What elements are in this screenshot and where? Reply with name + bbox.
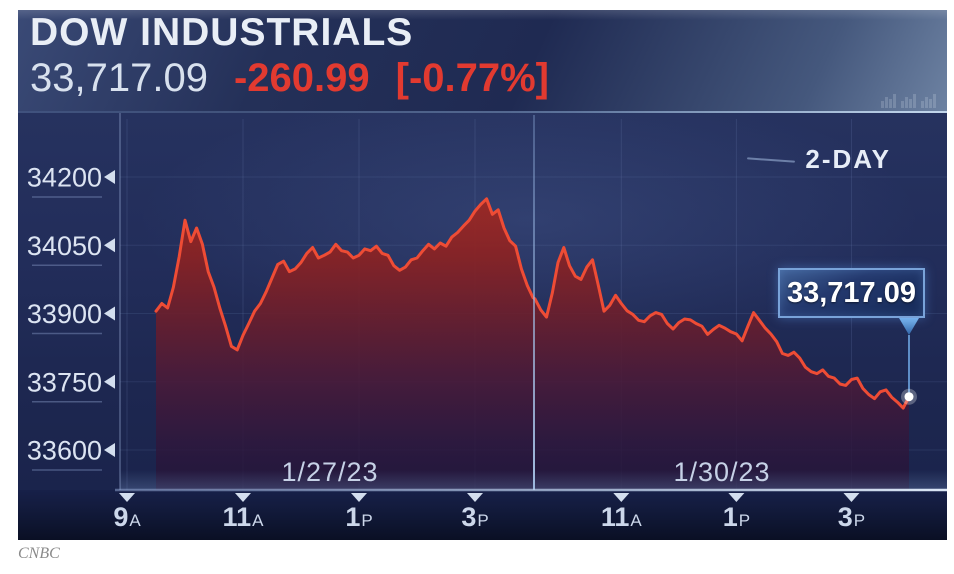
date-label: 1/27/23 [281, 457, 378, 487]
legend-line-icon [747, 156, 796, 163]
x-tick-icon [613, 493, 630, 502]
x-tick-icon [235, 493, 251, 502]
y-axis-label: 34050 [27, 231, 102, 261]
x-tick-label: 11A [223, 502, 265, 532]
x-tick-label: 1P [345, 502, 372, 532]
price-row: 33,717.09 -260.99 [-0.77%] [30, 56, 549, 101]
y-tick-arrow-icon [104, 306, 115, 321]
y-tick-arrow-icon [104, 238, 115, 253]
x-tick-icon [467, 493, 483, 502]
y-axis-label: 34200 [27, 163, 102, 193]
last-price-dot [904, 392, 914, 402]
x-tick-label: 9A [113, 502, 141, 532]
x-tick-label: 11A [601, 502, 643, 532]
chart-header: DOW INDUSTRIALS 33,717.09 -260.99 [-0.77… [18, 10, 947, 113]
y-axis-label: 33750 [27, 367, 102, 397]
price-change: -260.99 [233, 56, 370, 100]
date-label: 1/30/23 [673, 457, 770, 487]
watermark [881, 93, 937, 108]
chart-frame: DOW INDUSTRIALS 33,717.09 -260.99 [-0.77… [18, 10, 947, 540]
callout-price-label: 33,717.09 [786, 276, 916, 309]
attribution-cnbc: CNBC [18, 545, 60, 562]
below-axis-band [18, 490, 947, 540]
x-tick-label: 3P [461, 502, 488, 532]
x-tick-icon [728, 493, 745, 502]
x-tick-icon [843, 493, 860, 502]
legend-2day: 2-DAY [747, 144, 891, 175]
y-tick-arrow-icon [104, 374, 115, 389]
watermark-bars-icon [901, 94, 916, 108]
y-axis-label: 33600 [27, 436, 102, 466]
y-axis-label: 33900 [27, 299, 102, 329]
plot-area: 34200 34050 33900 33750 33600 9A 11A 1P 3P 1/27/2… [18, 113, 947, 540]
watermark-bars-icon [921, 94, 936, 108]
series-area [156, 198, 909, 491]
callout-pointer-icon [899, 318, 919, 335]
current-price: 33,717.09 [30, 56, 208, 100]
price-callout: 33,717.09 [778, 268, 925, 318]
y-tick-arrow-icon [104, 443, 115, 457]
axis-glow [120, 470, 947, 490]
y-tick-arrow-icon [104, 170, 115, 184]
watermark-bars-icon [881, 94, 896, 108]
x-tick-icon [119, 493, 135, 502]
legend-label: 2-DAY [805, 144, 891, 174]
price-change-percent: [-0.77%] [395, 56, 550, 100]
index-title: DOW INDUSTRIALS [30, 11, 414, 54]
x-tick-icon [351, 493, 367, 502]
price-chart-svg: 34200 34050 33900 33750 33600 9A 11A 1P 3P 1/27/2… [27, 113, 947, 532]
x-tick-label: 1P [723, 502, 750, 532]
x-tick-label: 3P [838, 502, 865, 532]
